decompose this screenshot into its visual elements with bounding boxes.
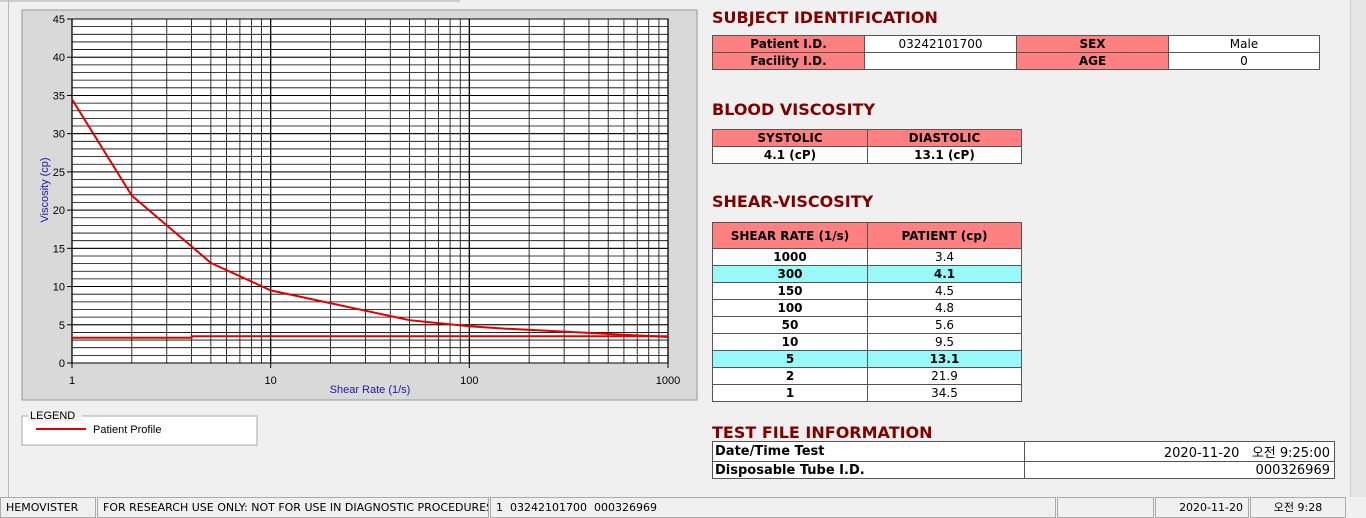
top-strip [0, 0, 460, 2]
field-value [864, 52, 1017, 70]
x-tick-label: 1 [69, 375, 75, 387]
viscosity-cell: 4.8 [867, 299, 1022, 317]
field-value: 000326969 [1024, 461, 1335, 479]
field-label: SEX [1016, 35, 1169, 53]
shear-rate-cell: 100 [712, 299, 868, 317]
test-file-table: Date/Time Test 2020-11-20 오전 9:25:00 Disp… [712, 441, 1335, 479]
field-value: 0 [1168, 52, 1320, 70]
field-value: Male [1168, 35, 1320, 53]
y-tick-label: 5 [59, 320, 65, 332]
field-value: 03242101700 [864, 35, 1017, 53]
viscosity-cell: 21.9 [867, 367, 1022, 385]
legend-label: Patient Profile [93, 424, 161, 436]
status-cell: HEMOVISTER [0, 497, 96, 518]
shear-rate-cell: 1000 [712, 248, 868, 266]
status-cell: FOR RESEARCH USE ONLY: NOT FOR USE IN DI… [97, 497, 489, 518]
field-label: Date/Time Test [712, 441, 1025, 462]
section-title: SHEAR-VISCOSITY [712, 192, 874, 211]
shear-rate-cell: 2 [712, 367, 868, 385]
shear-rate-cell: 1 [712, 384, 868, 402]
shear-rate-cell: 300 [712, 265, 868, 283]
viscosity-cell: 13.1 [867, 350, 1022, 368]
shear-rate-cell: 5 [712, 350, 868, 368]
y-tick-label: 30 [53, 129, 65, 141]
field-label: Disposable Tube I.D. [712, 461, 1025, 479]
y-tick-label: 45 [53, 14, 65, 26]
y-tick-label: 25 [53, 167, 65, 179]
shear-rate-cell: 150 [712, 282, 868, 300]
header-cell: SYSTOLIC [712, 129, 868, 147]
y-tick-label: 40 [53, 52, 65, 64]
value-cell: 13.1 (cP) [867, 146, 1022, 164]
left-edge [0, 0, 9, 497]
x-tick-label: 100 [460, 375, 478, 387]
section-title: TEST FILE INFORMATION [712, 423, 933, 442]
chart: Shear Rate (1/s) Viscosity (cp) LEGEND 0… [21, 9, 698, 446]
shear-rate-cell: 10 [712, 333, 868, 351]
y-axis-label: Viscosity (cp) [39, 157, 51, 222]
legend-box [21, 415, 258, 446]
plot-frame [71, 18, 669, 364]
field-label: AGE [1016, 52, 1169, 70]
y-tick-label: 15 [53, 243, 65, 255]
shear-rate-cell: 50 [712, 316, 868, 334]
header-cell: SHEAR RATE (1/s) [712, 222, 868, 249]
section-title: SUBJECT IDENTIFICATION [712, 8, 938, 27]
field-label: Patient I.D. [712, 35, 865, 53]
x-tick-label: 1000 [656, 375, 680, 387]
data-line [71, 98, 669, 339]
y-tick-label: 20 [53, 205, 65, 217]
subject-table: Patient I.D. 03242101700 SEX Male Facility … [712, 35, 1320, 70]
status-cell: 1 03242101700 000326969 [490, 497, 1056, 518]
header-cell: PATIENT (cp) [867, 222, 1022, 249]
viscosity-cell: 34.5 [867, 384, 1022, 402]
status-cell: 2020-11-20 [1155, 497, 1249, 518]
header-cell: DIASTOLIC [867, 129, 1022, 147]
legend-title-bg [28, 409, 82, 421]
viscosity-cell: 9.5 [867, 333, 1022, 351]
y-tick-label: 35 [53, 90, 65, 102]
x-tick-label: 10 [265, 375, 277, 387]
legend-title: LEGEND [30, 410, 75, 422]
viscosity-cell: 3.4 [867, 248, 1022, 266]
status-cell [1057, 497, 1154, 518]
field-value: 2020-11-20 오전 9:25:00 [1024, 441, 1335, 462]
data-line [72, 335, 668, 339]
scrollbar[interactable] [1350, 0, 1366, 497]
viscosity-cell: 5.6 [867, 316, 1022, 334]
shear-table: SHEAR RATE (1/s) PATIENT (cp) 1000 3.4 300 4… [712, 222, 1022, 402]
y-tick-label: 10 [53, 282, 65, 294]
blood-table: SYSTOLIC DIASTOLIC 4.1 (cP) 13.1 (cP) [712, 129, 1022, 164]
y-tick-label: 0 [59, 358, 65, 370]
viscosity-cell: 4.1 [867, 265, 1022, 283]
plot-area [72, 19, 668, 363]
status-cell: 오전 9:28 [1250, 497, 1346, 518]
section-title: BLOOD VISCOSITY [712, 100, 876, 119]
field-label: Facility I.D. [712, 52, 865, 70]
x-axis-label: Shear Rate (1/s) [330, 384, 411, 396]
value-cell: 4.1 (cP) [712, 146, 868, 164]
viscosity-cell: 4.5 [867, 282, 1022, 300]
